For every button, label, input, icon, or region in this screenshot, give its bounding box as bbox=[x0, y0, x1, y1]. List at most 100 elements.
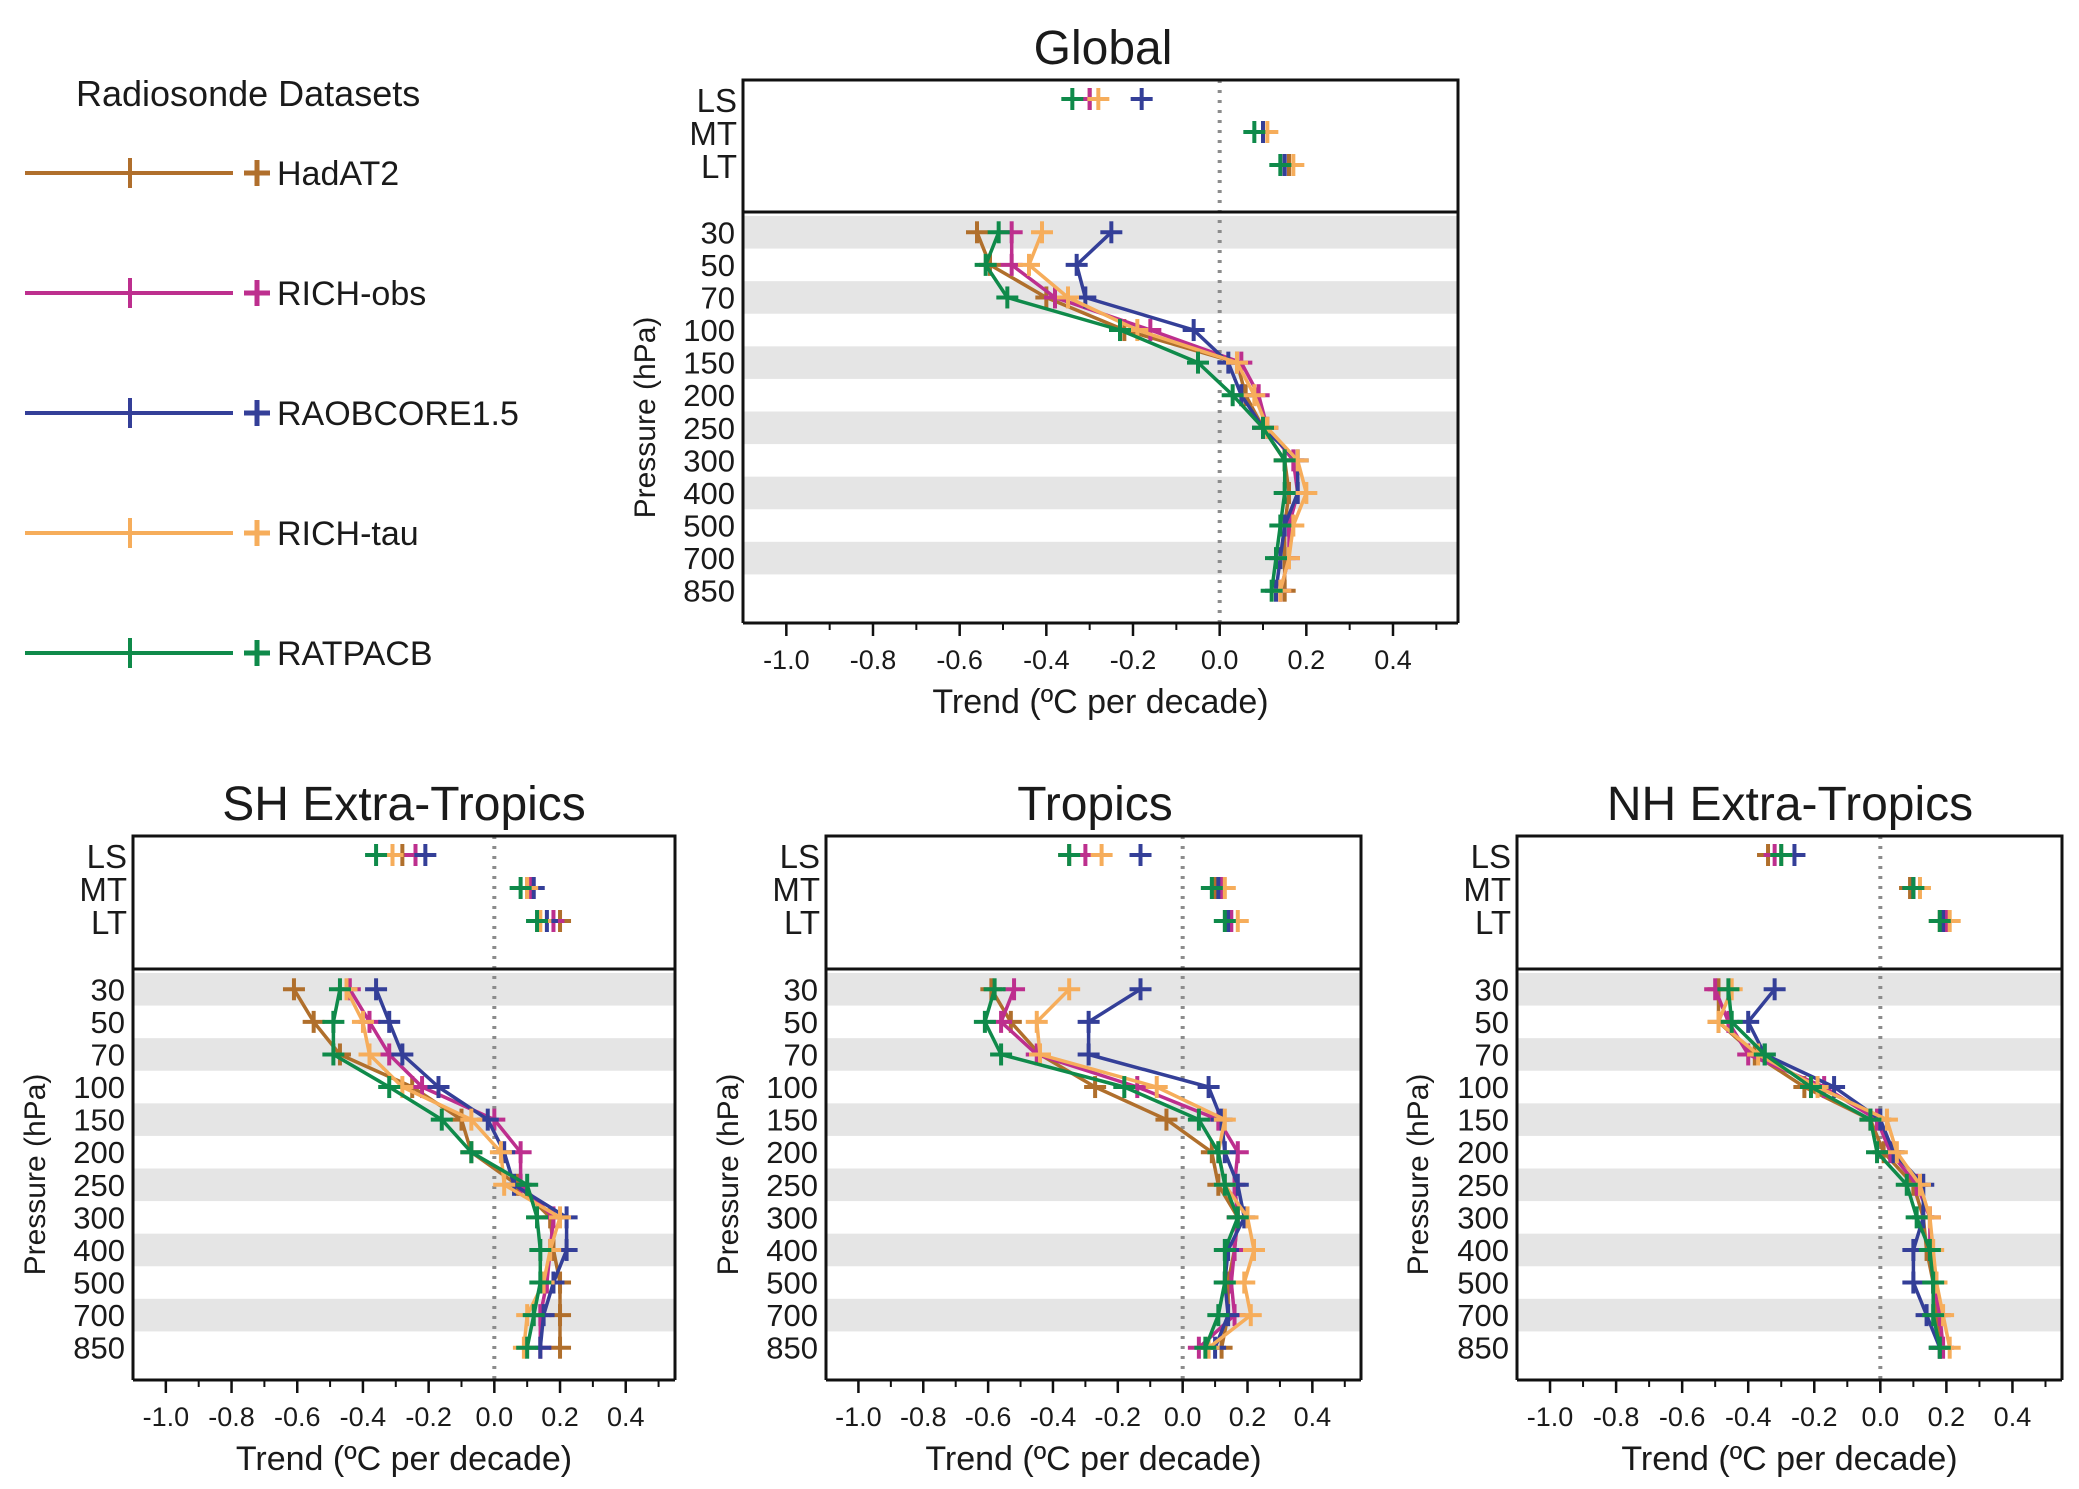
layer-label: LT bbox=[701, 148, 737, 185]
layer-point bbox=[1269, 154, 1292, 176]
level-label: 300 bbox=[683, 443, 735, 478]
level-label: 50 bbox=[1475, 1005, 1509, 1040]
x-tick-label: -0.8 bbox=[850, 645, 897, 675]
x-tick-label: -0.2 bbox=[1791, 1402, 1838, 1432]
layer-point bbox=[509, 877, 532, 899]
x-tick-label: 0.2 bbox=[541, 1402, 579, 1432]
layer-point bbox=[1061, 88, 1084, 110]
level-label: 250 bbox=[766, 1168, 818, 1203]
data-point bbox=[302, 1010, 325, 1033]
x-tick-label: -0.2 bbox=[1095, 1402, 1142, 1432]
layer-point bbox=[1087, 88, 1110, 110]
layer-frame bbox=[741, 78, 1460, 214]
data-point bbox=[430, 1108, 453, 1131]
data-point bbox=[1187, 1108, 1210, 1131]
y-axis-label: Pressure (hPa) bbox=[1402, 1074, 1435, 1276]
x-axis-label: Trend (ºC per decade) bbox=[925, 1440, 1261, 1478]
x-axis-label: Trend (ºC per decade) bbox=[1621, 1440, 1957, 1478]
level-label: 700 bbox=[683, 541, 735, 576]
data-point bbox=[1057, 286, 1079, 309]
y-axis-label: Pressure (hPa) bbox=[19, 1074, 52, 1276]
data-point bbox=[365, 978, 388, 1001]
layer-label: LS bbox=[780, 838, 820, 875]
layer-label: LT bbox=[1475, 904, 1511, 941]
layer-point bbox=[1129, 844, 1152, 866]
legend-label: RATPACB bbox=[277, 635, 433, 673]
layer-label: MT bbox=[79, 871, 127, 908]
level-label: 250 bbox=[1457, 1168, 1509, 1203]
layer-point bbox=[1058, 844, 1081, 866]
y-axis-label: Pressure (hPa) bbox=[629, 317, 662, 519]
data-point bbox=[522, 1304, 545, 1327]
row-band bbox=[826, 1103, 1361, 1136]
data-point bbox=[983, 978, 1006, 1001]
layer-frame bbox=[131, 834, 677, 971]
x-tick-label: 0.4 bbox=[607, 1402, 645, 1432]
legend-label: RAOBCORE1.5 bbox=[277, 395, 519, 433]
level-label: 500 bbox=[1457, 1266, 1509, 1301]
data-point bbox=[1753, 1043, 1776, 1066]
data-point bbox=[1194, 1336, 1217, 1359]
layer-label: MT bbox=[772, 871, 820, 908]
layer-label: MT bbox=[1463, 871, 1511, 908]
row-band bbox=[1517, 973, 2062, 1006]
panel-title: NH Extra-Tropics bbox=[1607, 778, 1973, 831]
level-label: 70 bbox=[701, 280, 735, 315]
layer-point bbox=[1770, 844, 1793, 866]
legend-title: Radiosonde Datasets bbox=[76, 73, 420, 114]
data-point bbox=[1243, 1238, 1265, 1261]
legend-label: RICH-obs bbox=[277, 275, 426, 313]
legend-item-rich-tau: RICH-tau bbox=[25, 515, 419, 553]
data-point bbox=[990, 1043, 1013, 1066]
level-label: 850 bbox=[1457, 1331, 1509, 1366]
series-hadat2 bbox=[966, 88, 1300, 602]
data-point bbox=[1100, 221, 1123, 244]
x-axis-label: Trend (ºC per decade) bbox=[236, 1440, 572, 1478]
legend: Radiosonde Datasets HadAT2 RICH-obs RAOBCO… bbox=[25, 73, 519, 673]
level-label: 500 bbox=[766, 1266, 818, 1301]
row-band bbox=[743, 411, 1458, 445]
data-point bbox=[1029, 1043, 1051, 1066]
legend-item-rich-obs: RICH-obs bbox=[25, 275, 426, 313]
data-point bbox=[1207, 1304, 1230, 1327]
x-tick-label: -0.4 bbox=[1030, 1402, 1077, 1432]
level-label: 300 bbox=[73, 1200, 125, 1235]
level-label: 70 bbox=[784, 1037, 818, 1072]
series-hadat2 bbox=[980, 844, 1249, 1359]
data-point bbox=[1213, 1238, 1236, 1261]
data-point bbox=[1918, 1238, 1941, 1261]
data-point bbox=[526, 1206, 549, 1229]
panel-title: Tropics bbox=[1017, 778, 1173, 831]
level-label: 30 bbox=[1475, 972, 1509, 1007]
data-point bbox=[1763, 978, 1786, 1001]
legend-marker bbox=[244, 400, 270, 426]
layer-point bbox=[1902, 877, 1925, 899]
x-tick-label: 0.4 bbox=[1294, 1402, 1332, 1432]
layer-point bbox=[1928, 910, 1951, 932]
data-point bbox=[322, 1010, 345, 1033]
data-point bbox=[351, 1010, 374, 1033]
x-tick-label: 0.2 bbox=[1928, 1402, 1966, 1432]
panel-nh-extra-tropics: NH Extra-Tropics -1.0 -0.8 -0.6 -0.4 -0.2 0.0 0… bbox=[1402, 778, 2064, 1478]
level-label: 400 bbox=[683, 476, 735, 511]
level-label: 300 bbox=[1457, 1200, 1509, 1235]
data-point bbox=[1717, 978, 1740, 1001]
row-band bbox=[133, 1233, 675, 1267]
data-point bbox=[1859, 1108, 1882, 1131]
layer-label: LS bbox=[1471, 838, 1511, 875]
level-label: 100 bbox=[683, 313, 735, 348]
level-label: 200 bbox=[1457, 1135, 1509, 1170]
data-point bbox=[516, 1173, 539, 1196]
x-tick-label: -0.2 bbox=[1110, 645, 1157, 675]
layer-point bbox=[1200, 877, 1223, 899]
data-point bbox=[1221, 384, 1244, 407]
level-label: 30 bbox=[91, 972, 125, 1007]
data-point bbox=[1077, 1010, 1100, 1033]
legend-marker bbox=[244, 520, 270, 546]
data-point bbox=[529, 1238, 552, 1261]
level-label: 400 bbox=[73, 1233, 125, 1268]
row-band bbox=[1517, 1298, 2062, 1332]
layer-label: LS bbox=[697, 82, 737, 119]
layer-point bbox=[1090, 844, 1113, 866]
layer-point bbox=[526, 910, 549, 932]
